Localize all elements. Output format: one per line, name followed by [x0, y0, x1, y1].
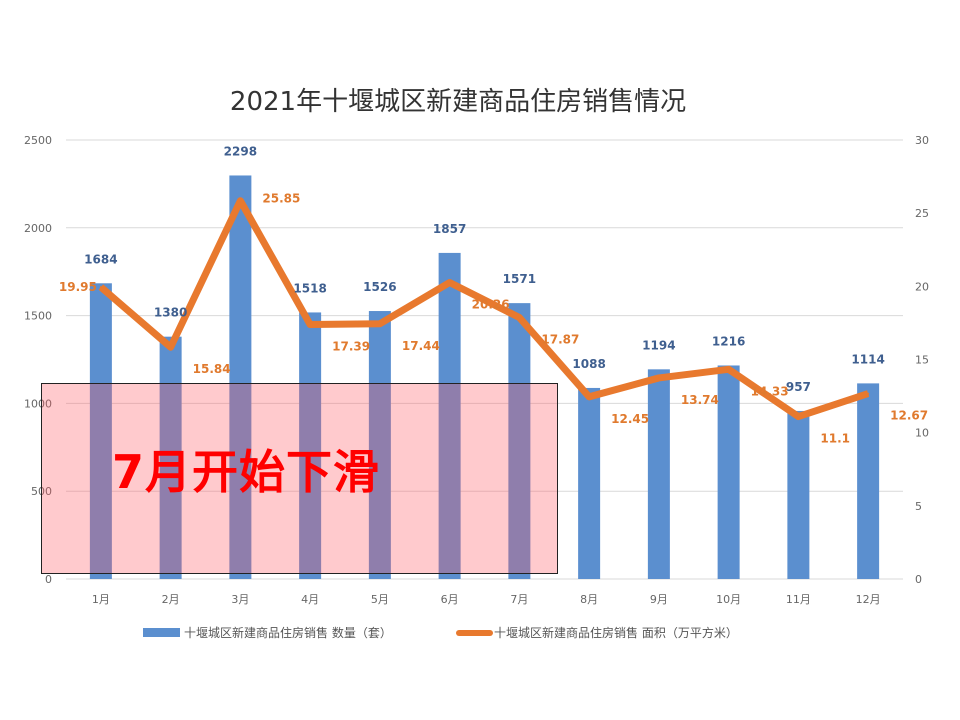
bar: [159, 336, 182, 579]
x-tick-label: 4月: [301, 593, 319, 606]
bar-value-label: 1088: [572, 357, 605, 371]
line-value-label: 14.33: [751, 384, 789, 398]
bar-value-label: 1518: [293, 281, 326, 295]
bar-value-label: 1526: [363, 280, 396, 294]
bar: [857, 383, 880, 579]
x-tick-label: 11月: [786, 593, 811, 606]
bar-value-label: 1194: [642, 338, 675, 352]
legend-bar-label: 十堰城区新建商品住房销售 数量（套）: [184, 625, 392, 640]
line-value-label: 15.84: [193, 362, 231, 376]
x-tick-label: 2月: [162, 593, 180, 606]
line-point: [727, 368, 730, 371]
legend-line-label: 十堰城区新建商品住房销售 面积（万平方米）: [494, 625, 738, 640]
bar-value-label: 957: [786, 380, 811, 394]
annotation-text: 7月开始下滑: [112, 445, 381, 499]
line-value-label: 12.67: [890, 409, 928, 423]
bar-value-label: 1857: [433, 222, 466, 236]
line-point: [239, 199, 242, 202]
bar: [438, 252, 461, 579]
y-right-tick-label: 10: [915, 427, 929, 440]
bar: [578, 387, 601, 579]
bar: [508, 303, 531, 579]
y-right-tick-label: 30: [915, 134, 929, 147]
line-point: [657, 376, 660, 379]
line-value-label: 13.74: [681, 393, 719, 407]
y-left-tick-label: 0: [45, 573, 52, 586]
line-value-label: 25.85: [262, 192, 300, 206]
line-point: [518, 316, 521, 319]
x-tick-label: 5月: [371, 593, 389, 606]
x-tick-label: 7月: [510, 593, 528, 606]
chart-title: 2021年十堰城区新建商品住房销售情况: [230, 87, 686, 117]
line-value-label: 17.87: [541, 333, 579, 347]
x-tick-label: 3月: [231, 593, 249, 606]
bar: [368, 311, 391, 579]
line-point: [588, 395, 591, 398]
y-left-tick-label: 2500: [24, 134, 52, 147]
bar: [89, 283, 112, 579]
y-right-tick-label: 5: [915, 500, 922, 513]
y-right-tick-label: 15: [915, 354, 929, 367]
line-point: [448, 281, 451, 284]
line-point: [99, 286, 102, 289]
bar-value-label: 2298: [224, 144, 257, 158]
bar-value-label: 1380: [154, 306, 187, 320]
x-tick-label: 6月: [441, 593, 459, 606]
x-tick-label: 12月: [856, 593, 881, 606]
y-right-tick-label: 20: [915, 280, 929, 293]
line-value-label: 11.1: [820, 432, 850, 446]
line-value-label: 20.26: [472, 298, 510, 312]
bar-value-label: 1684: [84, 252, 117, 266]
y-left-tick-label: 2000: [24, 222, 52, 235]
y-left-tick-label: 1500: [24, 310, 52, 323]
annotation-box: 7月开始下滑: [41, 383, 558, 574]
line-point: [797, 415, 800, 418]
y-left-tick-label: 1000: [24, 397, 52, 410]
line-point: [309, 323, 312, 326]
y-right-tick-label: 0: [915, 573, 922, 586]
bar: [299, 312, 322, 579]
bar-value-label: 1216: [712, 334, 745, 348]
bar-value-label: 1571: [503, 272, 536, 286]
x-tick-label: 8月: [580, 593, 598, 606]
x-tick-label: 9月: [650, 593, 668, 606]
x-tick-label: 10月: [716, 593, 741, 606]
line-point: [169, 346, 172, 349]
line-value-label: 12.45: [611, 412, 649, 426]
bar: [229, 175, 252, 580]
bar: [717, 365, 740, 579]
y-right-tick-label: 25: [915, 207, 929, 220]
line-value-label: 19.95: [59, 280, 97, 294]
bar: [787, 410, 810, 579]
line-value-label: 17.39: [332, 340, 370, 354]
x-tick-label: 1月: [92, 593, 110, 606]
legend-bar-swatch: [143, 628, 180, 637]
area-line: [98, 197, 870, 421]
line-point: [867, 392, 870, 395]
line-point: [378, 322, 381, 325]
bar-value-label: 1114: [851, 352, 884, 366]
bar: [647, 369, 670, 579]
legend: 十堰城区新建商品住房销售 数量（套） 十堰城区新建商品住房销售 面积（万平方米）: [143, 625, 738, 640]
line-value-label: 17.44: [402, 339, 440, 353]
